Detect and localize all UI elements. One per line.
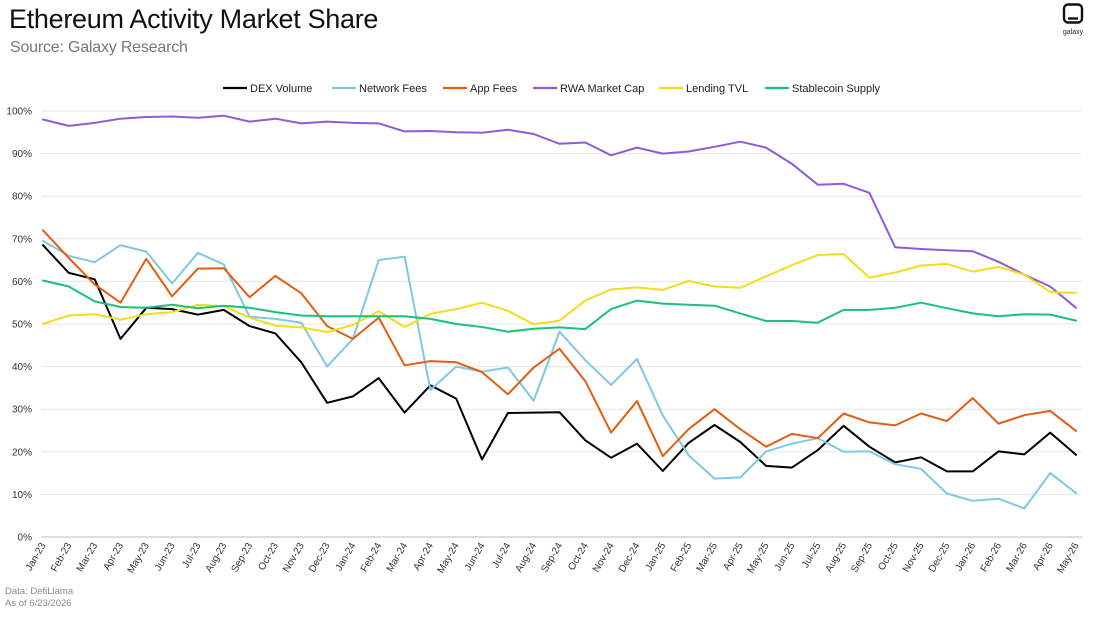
y-tick-label: 50% xyxy=(12,320,32,331)
y-tick-label: 20% xyxy=(12,447,32,458)
data-source-note: Data: DefiLlama xyxy=(5,586,74,597)
y-axis-ticks: 0% 10% 20% 30% 40% 50% 60% 70% 80% 90% 100% xyxy=(6,107,32,544)
series-line-rwa-market-cap xyxy=(42,114,1077,309)
x-tick-label: Mar-25 xyxy=(695,541,721,574)
x-tick-label: Apr-25 xyxy=(721,541,746,573)
legend-label-rwa-market-cap: RWA Market Cap xyxy=(560,83,644,95)
x-tick-label: May-25 xyxy=(745,541,771,576)
x-tick-label: Apr-23 xyxy=(102,541,127,573)
legend-label-stablecoin-supply: Stablecoin Supply xyxy=(792,83,881,95)
x-tick-label: Feb-25 xyxy=(669,541,695,574)
x-tick-label: Aug-23 xyxy=(204,541,230,575)
x-tick-label: Feb-23 xyxy=(49,541,75,574)
chart-subtitle: Source: Galaxy Research xyxy=(10,39,188,56)
as-of-note: As of 6/23/2026 xyxy=(5,598,72,609)
legend-label-dex-volume: DEX Volume xyxy=(250,83,312,95)
x-axis-ticks: Jan-23 Feb-23 Mar-23 Apr-23 May-23 Jun-23 Jul-… xyxy=(24,541,1082,576)
x-tick-label: Oct-25 xyxy=(876,541,901,573)
y-tick-label: 90% xyxy=(12,149,32,160)
series-line-app-fees xyxy=(42,229,1077,458)
series-line-stablecoin-supply xyxy=(42,279,1077,333)
y-tick-label: 0% xyxy=(18,533,33,544)
y-tick-label: 100% xyxy=(6,107,32,118)
x-tick-label: Sep-24 xyxy=(539,541,565,575)
x-tick-label: Jan-23 xyxy=(24,541,49,573)
x-tick-label: Mar-23 xyxy=(75,541,101,574)
x-tick-label: Nov-24 xyxy=(591,541,617,575)
x-tick-label: Jun-24 xyxy=(463,541,488,573)
footnote: Data: DefiLlama As of 6/23/2026 xyxy=(5,586,73,610)
series-line-network-fees xyxy=(42,239,1077,510)
x-tick-label: Aug-25 xyxy=(824,541,850,575)
x-tick-label: Mar-26 xyxy=(1005,541,1031,574)
x-tick-label: Mar-24 xyxy=(385,541,411,574)
x-tick-label: Aug-24 xyxy=(514,541,540,575)
x-tick-label: Apr-24 xyxy=(411,541,436,573)
x-tick-label: Oct-24 xyxy=(566,541,591,573)
x-tick-label: Sep-23 xyxy=(230,541,256,575)
x-tick-label: Feb-24 xyxy=(359,541,385,574)
legend-label-network-fees: Network Fees xyxy=(359,83,427,95)
x-tick-label: Oct-23 xyxy=(256,541,281,573)
legend: DEX Volume Network Fees App Fees RWA Market… xyxy=(223,83,881,95)
x-tick-label: May-24 xyxy=(436,541,462,576)
series-line-dex-volume xyxy=(42,244,1077,473)
x-tick-label: Jul-24 xyxy=(490,541,513,570)
y-tick-label: 70% xyxy=(12,234,32,245)
y-tick-label: 40% xyxy=(12,362,32,373)
x-tick-label: Dec-25 xyxy=(927,541,953,575)
y-tick-label: 10% xyxy=(12,490,32,501)
legend-label-app-fees: App Fees xyxy=(470,83,518,95)
galaxy-logo-text: galaxy xyxy=(1062,29,1084,36)
series-lines xyxy=(42,114,1077,510)
x-tick-label: Dec-23 xyxy=(307,541,333,575)
x-tick-label: May-26 xyxy=(1055,541,1081,576)
y-tick-label: 60% xyxy=(12,277,32,288)
y-tick-label: 30% xyxy=(12,405,32,416)
gridlines xyxy=(41,110,1082,538)
x-tick-label: Feb-26 xyxy=(979,541,1005,574)
x-tick-label: Jan-24 xyxy=(334,541,359,573)
x-tick-label: Apr-26 xyxy=(1031,541,1056,573)
x-tick-label: Jan-26 xyxy=(953,541,978,573)
x-tick-label: May-23 xyxy=(126,541,152,576)
galaxy-logo-icon xyxy=(1062,3,1084,24)
y-tick-label: 80% xyxy=(12,192,32,203)
x-tick-label: Dec-24 xyxy=(617,541,643,575)
x-tick-label: Jun-25 xyxy=(773,541,798,573)
x-tick-label: Jul-25 xyxy=(800,541,823,570)
legend-label-lending-tvl: Lending TVL xyxy=(686,83,748,95)
galaxy-logo: galaxy xyxy=(1056,3,1090,36)
x-tick-label: Nov-23 xyxy=(281,541,307,575)
x-tick-label: Jun-23 xyxy=(153,541,178,573)
x-tick-label: Jul-23 xyxy=(180,541,203,570)
x-tick-label: Jan-25 xyxy=(644,541,669,573)
series-line-lending-tvl xyxy=(42,253,1077,334)
x-tick-label: Sep-25 xyxy=(849,541,875,575)
x-tick-label: Nov-25 xyxy=(901,541,927,575)
chart-title: Ethereum Activity Market Share xyxy=(9,4,379,34)
